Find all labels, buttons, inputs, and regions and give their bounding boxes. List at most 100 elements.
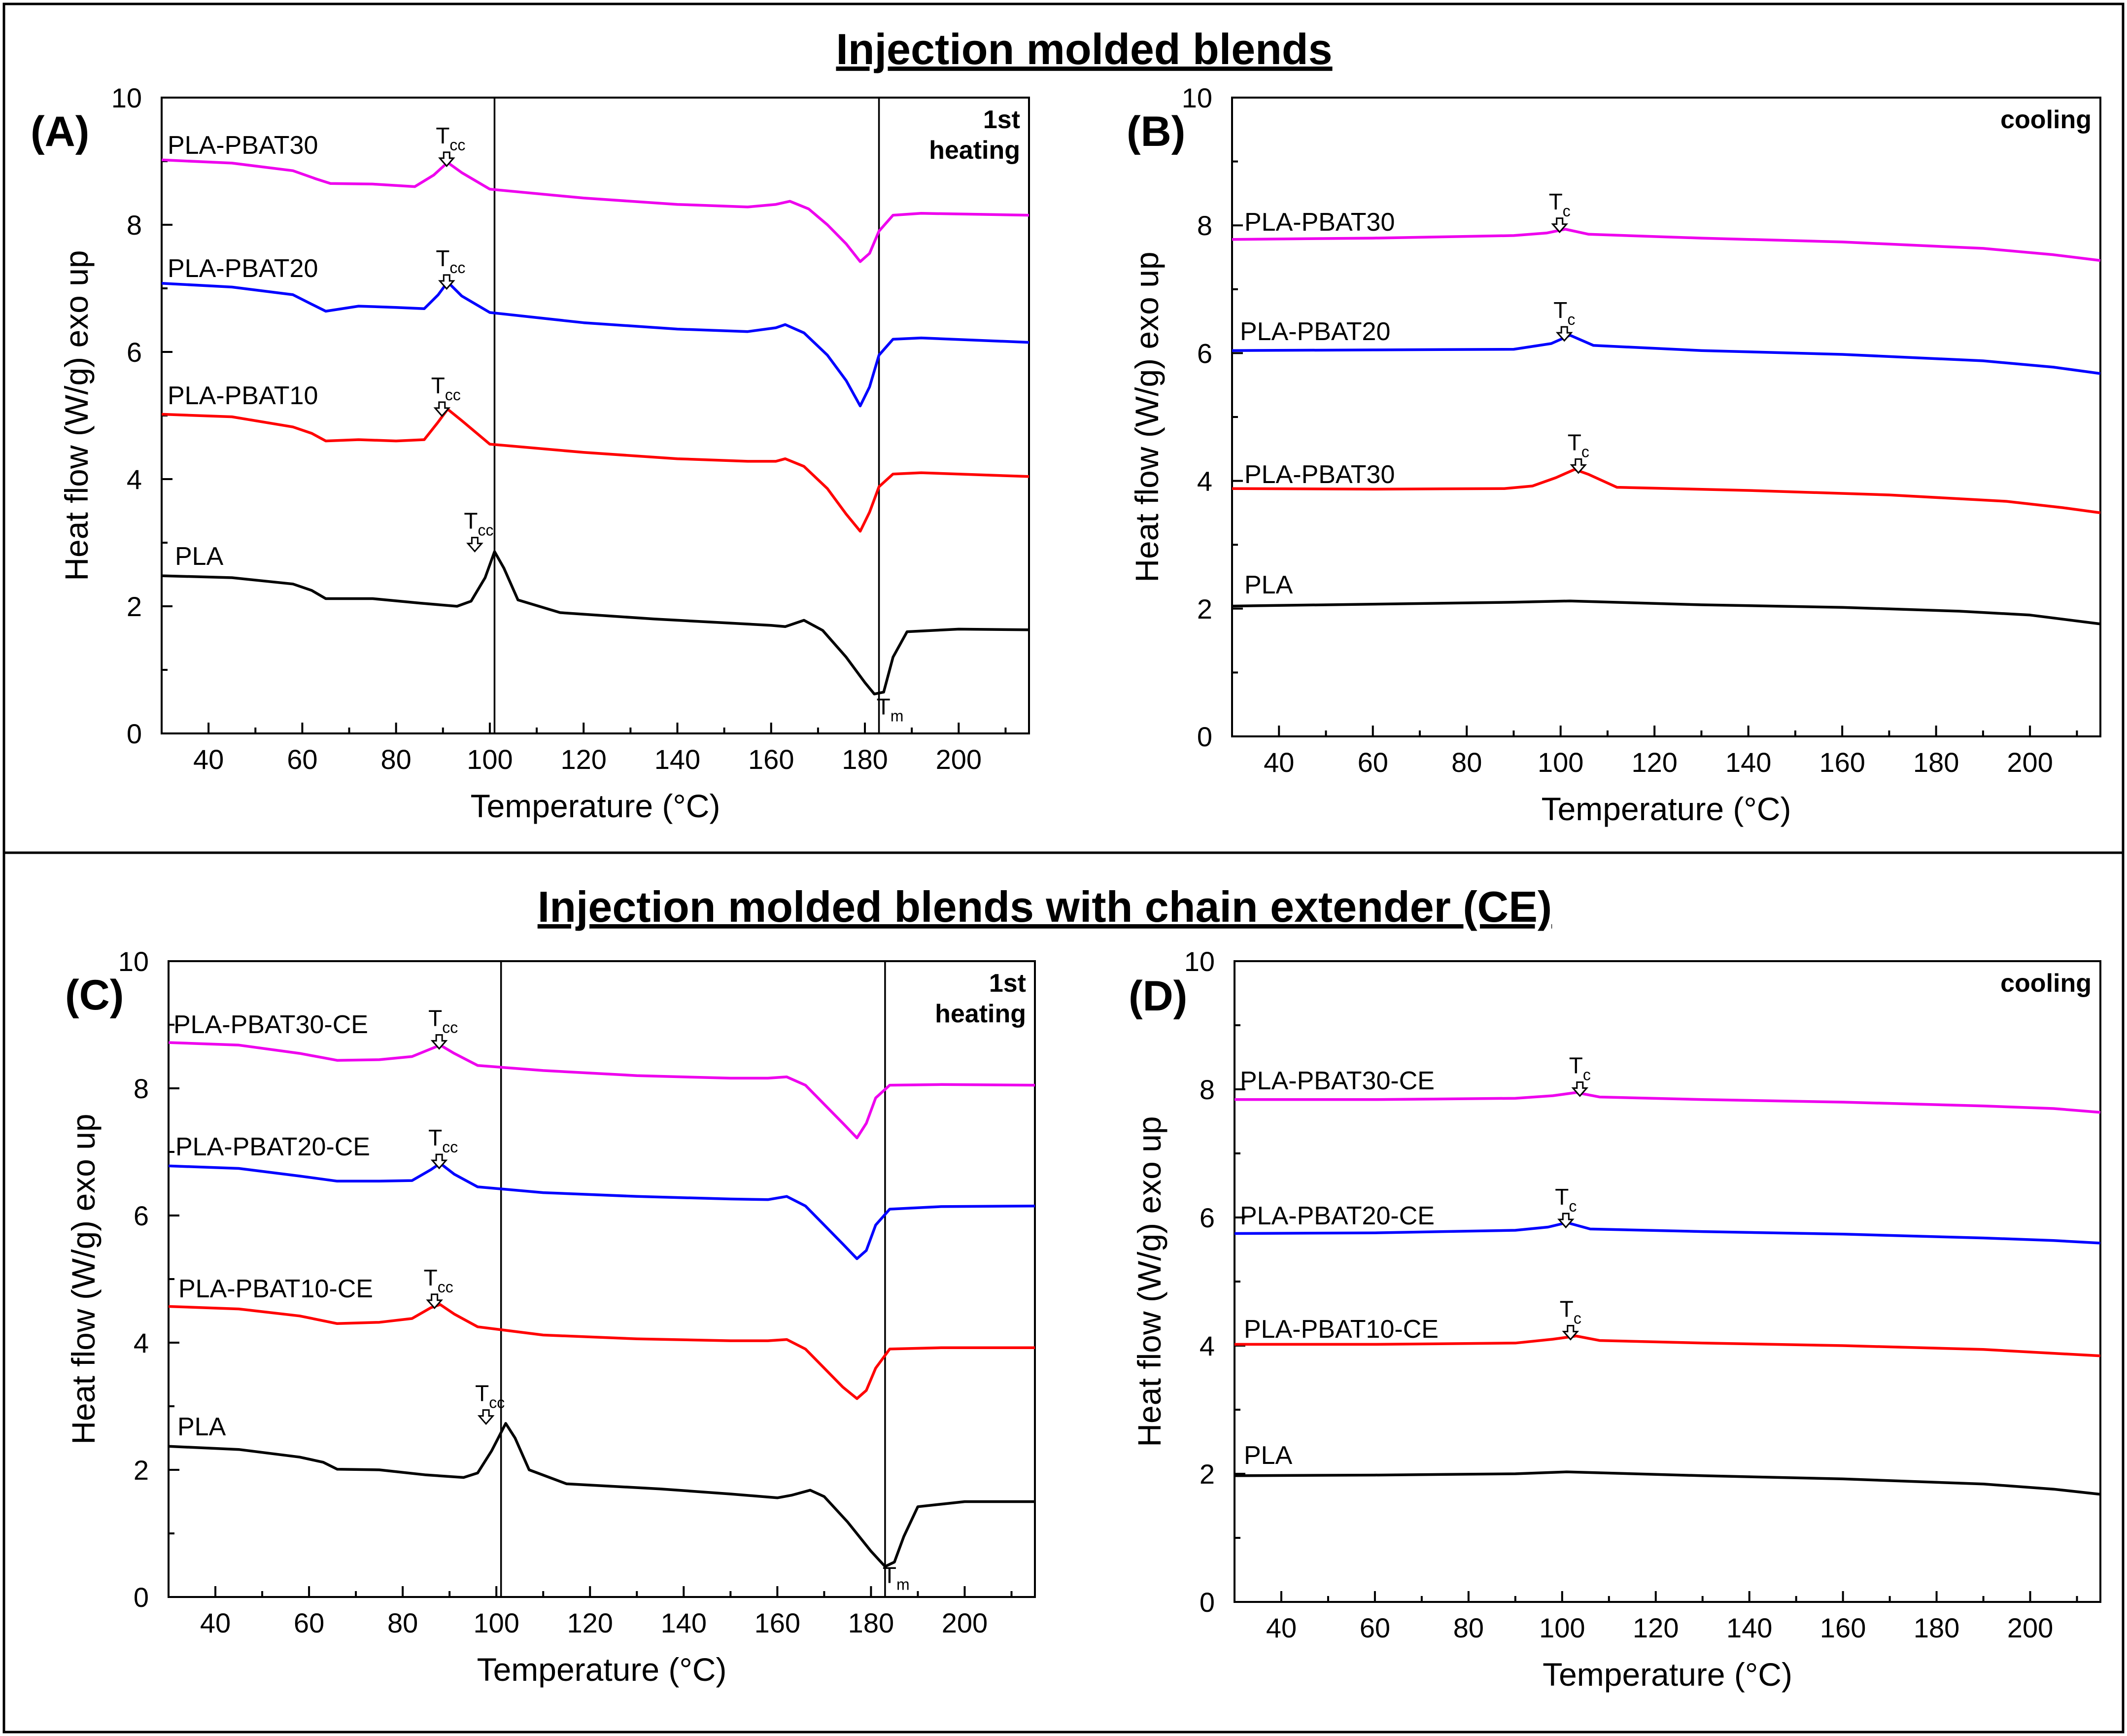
peak-annotation: Tcc	[424, 1265, 453, 1296]
x-tick-label: 80	[1451, 747, 1482, 778]
peak-arrow-icon	[430, 1153, 448, 1170]
x-tick-label: 200	[942, 1607, 988, 1638]
top-section-frame	[2, 2, 2125, 854]
peak-arrow-icon	[430, 1034, 448, 1050]
peak-annotation: Tcc	[431, 373, 461, 404]
x-tick-label: 40	[1264, 747, 1294, 778]
panel-letter: (B)	[1127, 108, 1185, 155]
y-tick-label: 8	[1197, 210, 1212, 241]
x-tick-label: 80	[381, 744, 412, 775]
x-tick-label: 80	[387, 1607, 418, 1638]
series-line	[1235, 1091, 2101, 1114]
peak-annotation: Tc	[1568, 429, 1589, 460]
x-tick-label: 200	[936, 744, 982, 775]
peak-annotation: Tm	[883, 1562, 910, 1594]
x-axis-title: Temperature (°C)	[1543, 1656, 1792, 1693]
series-label: PLA-PBAT20	[168, 254, 318, 283]
peak-annotation: Tc	[1553, 297, 1575, 328]
series-label: PLA	[177, 1413, 226, 1441]
y-tick-label: 8	[127, 209, 142, 241]
peak-arrow-icon	[1571, 1081, 1589, 1097]
x-tick-label: 160	[755, 1607, 800, 1638]
peak-annotation: Tc	[1549, 189, 1571, 220]
x-tick-label: 60	[1358, 747, 1388, 778]
series-label: PLA-PBAT30	[1244, 460, 1395, 489]
x-axis-title: Temperature (°C)	[1542, 791, 1791, 827]
series-line	[1232, 228, 2101, 262]
series-label: PLA-PBAT30-CE	[1240, 1067, 1435, 1095]
corner-label: cooling	[2000, 969, 2092, 998]
y-tick-label: 10	[1182, 82, 1212, 113]
y-tick-label: 8	[134, 1073, 149, 1104]
plot-frame	[1234, 960, 2101, 1603]
corner-label: heating	[935, 1000, 1026, 1028]
plot-frame	[1231, 97, 2101, 737]
x-tick-label: 40	[1266, 1612, 1297, 1643]
series-line	[168, 1303, 1035, 1400]
bottom-section-frame	[2, 851, 2125, 1734]
panel-letter: (C)	[65, 972, 124, 1019]
peak-arrow-icon	[1570, 458, 1587, 474]
y-tick-label: 10	[118, 946, 149, 977]
x-axis-title: Temperature (°C)	[471, 788, 720, 824]
peak-arrow-icon	[1551, 217, 1569, 234]
section-title-bottom: Injection molded blends with chain exten…	[538, 882, 1552, 931]
x-tick-label: 100	[467, 744, 513, 775]
corner-label: 1st	[983, 105, 1020, 134]
series-line	[168, 1162, 1035, 1260]
peak-arrow-icon	[433, 401, 451, 417]
y-tick-label: 2	[1200, 1458, 1215, 1490]
x-tick-label: 180	[1913, 747, 1959, 778]
x-tick-label: 140	[1725, 747, 1771, 778]
y-tick-label: 4	[134, 1327, 149, 1358]
series-label: PLA-PBAT20-CE	[1240, 1202, 1435, 1230]
y-tick-label: 0	[1200, 1587, 1215, 1618]
x-tick-label: 160	[1819, 747, 1865, 778]
peak-annotation: Tcc	[428, 1006, 458, 1037]
y-tick-label: 8	[1200, 1074, 1215, 1105]
panel-A: (A) 40 60 80 100 120 140 160 180 200 0 2 4 6 8 10 Temper…	[31, 82, 1030, 824]
x-tick-label: 140	[1726, 1612, 1772, 1643]
x-tick-label: 120	[1633, 1612, 1679, 1643]
x-tick-label: 120	[567, 1607, 613, 1638]
x-tick-label: 160	[1820, 1612, 1866, 1643]
series-line	[168, 1422, 1035, 1568]
series-line	[1232, 334, 2101, 375]
peak-arrow-icon	[477, 1409, 495, 1425]
x-tick-label: 180	[1914, 1612, 1959, 1643]
y-tick-label: 2	[1197, 593, 1212, 625]
panel-D: (D) 40 60 80 100 120 140 160 180 200 0 2 4 6 8 10 Temper…	[1129, 946, 2101, 1693]
x-tick-label: 60	[287, 744, 317, 775]
series-line	[161, 408, 1029, 533]
section-title-top: Injection molded blends	[836, 25, 1332, 73]
x-axis-title: Temperature (°C)	[477, 1651, 727, 1688]
y-axis-title: Heat flow (W/g) exo up	[1131, 1116, 1167, 1447]
x-tick-label: 100	[473, 1607, 519, 1638]
y-tick-label: 2	[127, 591, 142, 622]
corner-label: cooling	[2000, 105, 2092, 134]
series-line	[161, 158, 1029, 263]
x-tick-label: 180	[848, 1607, 894, 1638]
series-label: PLA-PBAT20-CE	[175, 1133, 370, 1161]
peak-arrow-icon	[466, 537, 483, 553]
series-line	[1232, 468, 2101, 515]
x-tick-label: 180	[842, 744, 888, 775]
series-line	[161, 550, 1029, 695]
series-label: PLA-PBAT10-CE	[178, 1275, 373, 1303]
x-tick-label: 60	[1360, 1612, 1390, 1643]
x-tick-label: 160	[748, 744, 794, 775]
y-tick-label: 6	[1200, 1202, 1215, 1233]
peak-annotation: Tc	[1555, 1184, 1577, 1215]
series-label: PLA-PBAT10-CE	[1244, 1315, 1439, 1344]
x-tick-label: 40	[200, 1607, 231, 1638]
y-tick-label: 0	[134, 1582, 149, 1613]
y-tick-label: 10	[1184, 946, 1215, 977]
x-tick-label: 120	[560, 744, 606, 775]
panel-letter: (A)	[31, 108, 89, 155]
peak-annotation: Tc	[1560, 1296, 1581, 1327]
x-tick-label: 100	[1539, 1612, 1585, 1643]
x-tick-label: 80	[1453, 1612, 1484, 1643]
y-axis-title: Heat flow (W/g) exo up	[58, 250, 95, 581]
y-tick-label: 6	[134, 1200, 149, 1231]
